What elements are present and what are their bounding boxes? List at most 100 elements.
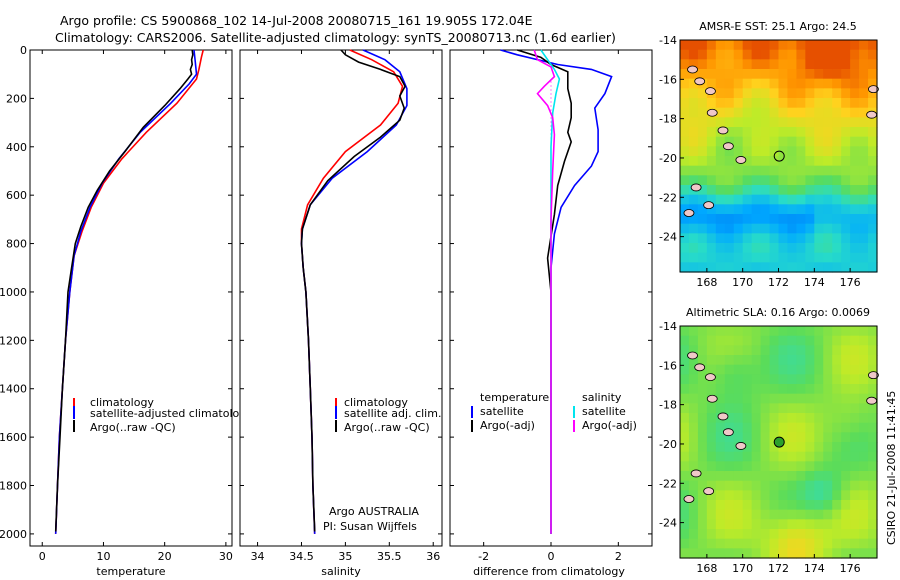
y-tick-label: 400	[6, 141, 27, 154]
heatmap-cell	[742, 364, 753, 375]
heatmap-cell	[841, 69, 851, 80]
heatmap-cell	[805, 384, 815, 395]
heatmap-cell	[778, 471, 789, 482]
heatmap-cell	[724, 78, 735, 89]
heatmap-cell	[832, 345, 842, 356]
heatmap-cell	[733, 538, 744, 549]
heatmap-cell	[697, 127, 708, 138]
heatmap-cell	[850, 413, 860, 424]
heatmap-cell	[787, 252, 797, 263]
heatmap-cell	[751, 185, 762, 196]
heatmap-cell	[751, 442, 762, 453]
heatmap-cell	[769, 223, 780, 234]
heatmap-cell	[841, 451, 851, 462]
heatmap-cell	[697, 194, 708, 205]
heatmap-cell	[850, 127, 860, 138]
heatmap-cell	[868, 156, 878, 167]
heatmap-cell	[715, 185, 726, 196]
heatmap-cell	[850, 185, 860, 196]
heatmap-cell	[680, 413, 690, 424]
heatmap-cell	[814, 146, 824, 157]
heatmap-cell	[832, 509, 842, 520]
heatmap-cell	[733, 471, 744, 482]
heatmap-cell	[868, 262, 878, 273]
heatmap-cell	[688, 49, 699, 60]
heatmap-cell	[742, 355, 753, 366]
heatmap-cell	[706, 127, 717, 138]
heatmap-cell	[778, 117, 789, 128]
heatmap-cell	[751, 422, 762, 433]
sla-map-panel: Altimetric SLA: 0.16 Argo: 0.0069 168 170…	[659, 306, 879, 575]
heatmap-cell	[724, 529, 735, 540]
heatmap-cell	[688, 355, 699, 366]
heatmap-cell	[733, 374, 744, 385]
heatmap-cell	[859, 509, 869, 520]
heatmap-cell	[680, 364, 690, 375]
legend-header-salinity: salinity	[582, 391, 622, 404]
heatmap-cell	[859, 422, 869, 433]
heatmap-cell	[778, 204, 789, 215]
heatmap-cell	[680, 69, 690, 80]
temperature-xlabel: temperature	[96, 565, 165, 578]
heatmap-cell	[706, 413, 717, 424]
heatmap-cell	[823, 500, 833, 511]
heatmap-cell	[850, 326, 860, 337]
heatmap-cell	[805, 78, 815, 89]
heatmap-cell	[868, 204, 878, 215]
heatmap-cell	[733, 403, 744, 414]
heatmap-cell	[680, 185, 690, 196]
heatmap-cell	[688, 136, 699, 147]
heatmap-cell	[697, 233, 708, 244]
heatmap-cell	[760, 78, 771, 89]
heatmap-cell	[751, 471, 762, 482]
heatmap-cell	[680, 529, 690, 540]
heatmap-cell	[733, 326, 744, 337]
heatmap-cell	[697, 432, 708, 443]
heatmap-cell	[742, 107, 753, 118]
heatmap-cell	[832, 156, 842, 167]
heatmap-cell	[805, 345, 815, 356]
salinity-panel: 34 34.5 35 35.5 36 salinity climatology sate…	[239, 49, 443, 578]
argo-location-marker	[773, 150, 785, 162]
heatmap-cell	[742, 59, 753, 70]
heatmap-cell	[832, 252, 842, 263]
heatmap-cell	[742, 117, 753, 128]
heatmap-cell	[868, 223, 878, 234]
heatmap-cell	[715, 88, 726, 99]
heatmap-cell	[787, 442, 797, 453]
heatmap-cell	[841, 243, 851, 254]
island-landmass	[687, 351, 698, 360]
heatmap-cell	[832, 500, 842, 511]
heatmap-cell	[769, 500, 780, 511]
heatmap-cell	[787, 403, 797, 414]
heatmap-cell	[724, 461, 735, 472]
heatmap-cell	[724, 500, 735, 511]
island-landmass	[722, 428, 734, 437]
heatmap-cell	[751, 364, 762, 375]
island-landmass	[694, 363, 706, 372]
heatmap-cell	[796, 355, 806, 366]
heatmap-cell	[706, 214, 717, 225]
heatmap-cell	[787, 262, 797, 273]
heatmap-cell	[832, 432, 842, 443]
heatmap-cell	[688, 326, 699, 337]
heatmap-cell	[814, 49, 824, 60]
heatmap-cell	[680, 442, 690, 453]
heatmap-cell	[814, 175, 824, 186]
heatmap-cell	[823, 146, 833, 157]
heatmap-cell	[724, 194, 735, 205]
heatmap-cell	[841, 165, 851, 176]
heatmap-cell	[805, 127, 815, 138]
heatmap-cell	[778, 509, 789, 520]
heatmap-cell	[769, 490, 780, 501]
heatmap-cell	[796, 214, 806, 225]
heatmap-cell	[751, 413, 762, 424]
heatmap-cell	[868, 384, 878, 395]
heatmap-cell	[832, 243, 842, 254]
heatmap-cell	[769, 403, 780, 414]
heatmap-cell	[751, 461, 762, 472]
heatmap-cell	[680, 480, 690, 491]
heatmap-cell	[814, 59, 824, 70]
heatmap-cell	[769, 233, 780, 244]
heatmap-cell	[841, 262, 851, 273]
